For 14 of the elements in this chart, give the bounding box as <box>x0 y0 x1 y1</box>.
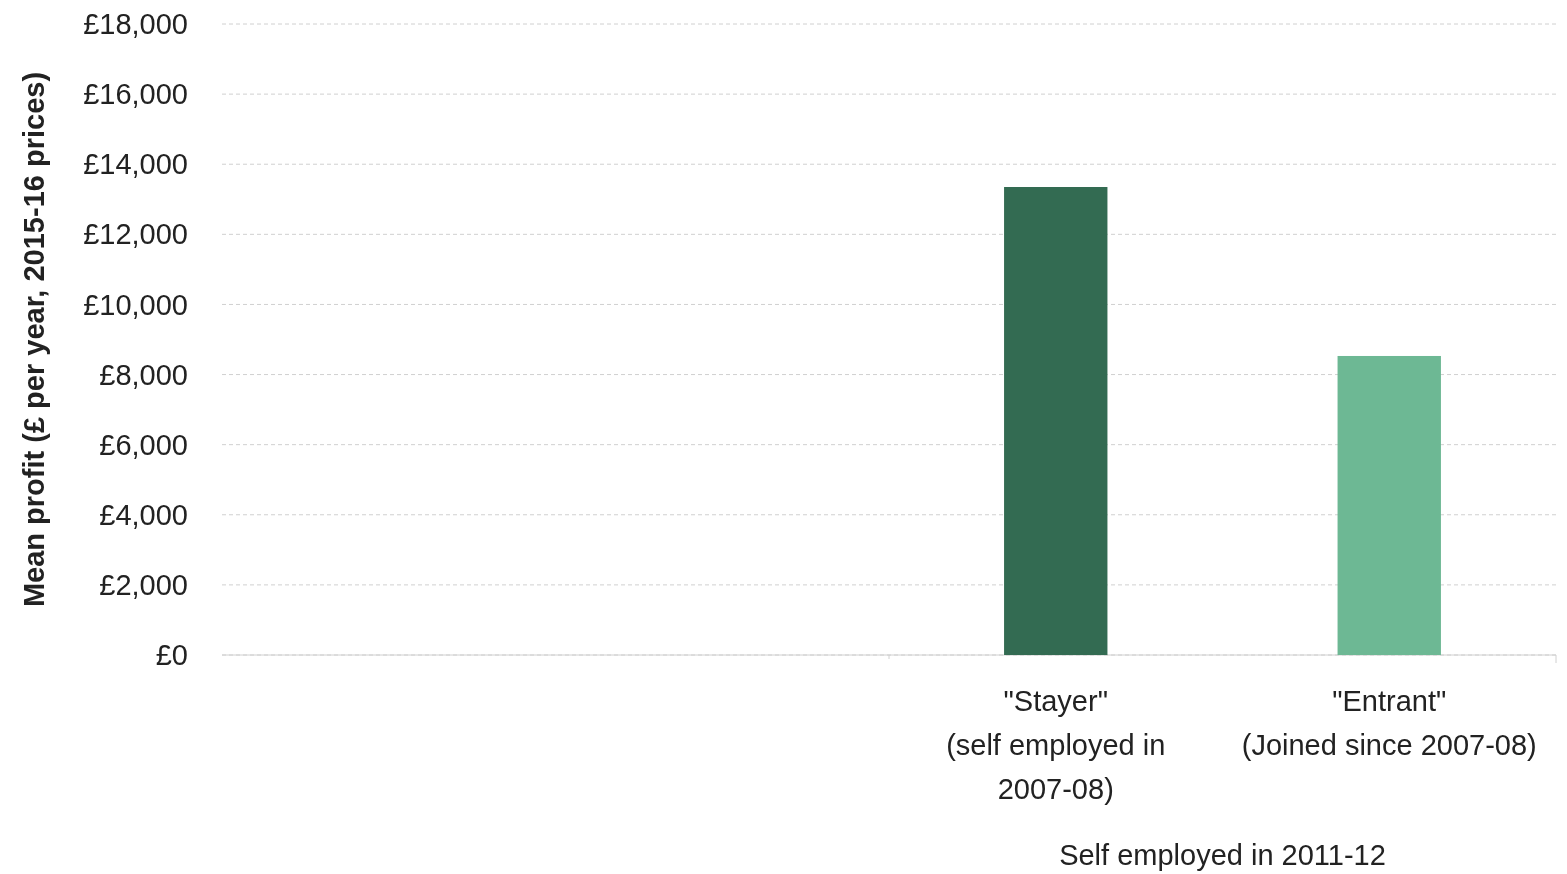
y-tick-label: £10,000 <box>83 288 188 321</box>
y-axis-title: Mean profit (£ per year, 2015-16 prices) <box>18 71 50 608</box>
x-axis-title: Self employed in 2011-12 <box>1059 839 1386 871</box>
x-tick-label: "Entrant" (Joined since 2007-08) <box>1241 685 1537 761</box>
y-tick-label: £0 <box>155 639 188 672</box>
y-tick-label: £6,000 <box>99 428 188 461</box>
y-tick-label: £12,000 <box>83 218 188 251</box>
y-tick-label: £8,000 <box>99 358 188 391</box>
y-tick-label: £4,000 <box>99 498 188 531</box>
y-tick-label: £2,000 <box>99 569 188 602</box>
x-tick-label: "Stayer" (self employed in 2007-08) <box>946 685 1166 805</box>
y-tick-label: £18,000 <box>83 8 188 41</box>
y-tick-label: £16,000 <box>83 78 188 111</box>
y-tick-label: £14,000 <box>83 148 188 181</box>
